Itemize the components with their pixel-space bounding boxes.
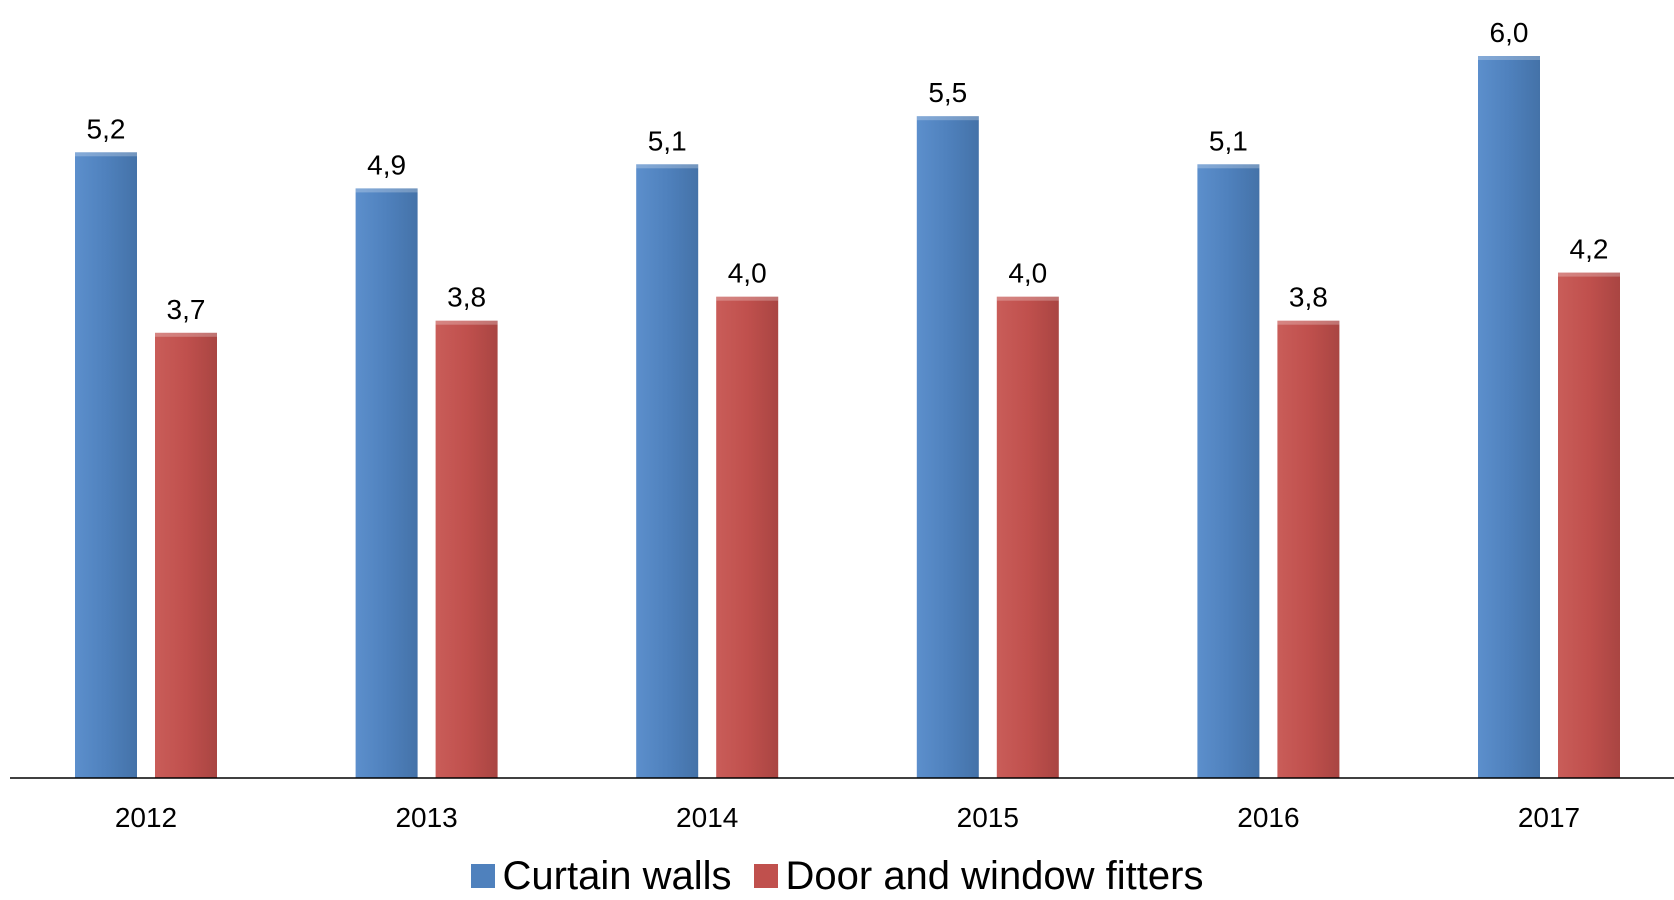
bar-bevel-door-and-window-fitters-2014 (716, 296, 779, 301)
bar-curtain-walls-2017 (1478, 56, 1540, 778)
bar-bevel-door-and-window-fitters-2015 (996, 296, 1059, 301)
x-tick-label-2013: 2013 (395, 802, 457, 833)
data-label-door-and-window-fitters-2015: 4,0 (1008, 258, 1047, 289)
x-tick-label-2014: 2014 (676, 802, 738, 833)
bar-curtain-walls-2013 (355, 188, 418, 778)
bar-curtain-walls-2016 (1197, 164, 1260, 779)
bar-bevel-door-and-window-fitters-2013 (435, 320, 498, 325)
bar-bevel-curtain-walls-2013 (355, 188, 418, 193)
data-label-curtain-walls-2012: 5,2 (87, 113, 126, 144)
bar-door-and-window-fitters-2014 (716, 296, 779, 778)
data-label-curtain-walls-2016: 5,1 (1209, 125, 1248, 156)
legend: Curtain walls Door and window fitters (0, 852, 1674, 900)
legend-item-curtain-walls: Curtain walls (470, 852, 732, 900)
data-label-door-and-window-fitters-2017: 4,2 (1570, 234, 1609, 265)
data-label-curtain-walls-2015: 5,5 (928, 77, 967, 108)
bars-group (75, 56, 1620, 779)
bar-door-and-window-fitters-2013 (435, 320, 498, 778)
data-label-curtain-walls-2013: 4,9 (367, 149, 406, 180)
bar-bevel-door-and-window-fitters-2012 (155, 332, 217, 337)
data-label-door-and-window-fitters-2013: 3,8 (447, 282, 486, 313)
legend-label-door-and-window-fitters: Door and window fitters (785, 854, 1204, 898)
x-tick-label-2015: 2015 (957, 802, 1019, 833)
bar-bevel-curtain-walls-2015 (916, 116, 979, 121)
bar-bevel-door-and-window-fitters-2016 (1277, 320, 1340, 325)
bar-door-and-window-fitters-2015 (996, 296, 1059, 778)
bar-door-and-window-fitters-2017 (1558, 272, 1620, 778)
x-tick-label-2016: 2016 (1237, 802, 1299, 833)
bar-bevel-curtain-walls-2014 (636, 164, 699, 169)
bar-bevel-door-and-window-fitters-2017 (1558, 272, 1620, 277)
legend-swatch-door-and-window-fitters (753, 864, 778, 888)
legend-swatch-curtain-walls (470, 864, 495, 888)
data-label-door-and-window-fitters-2016: 3,8 (1289, 282, 1328, 313)
bar-bevel-curtain-walls-2017 (1478, 56, 1540, 60)
data-labels-group: 5,2 3,7 4,9 3,8 5,1 4,0 5,5 4,0 5,1 3,8 6,0 4,2 (87, 17, 1609, 325)
legend-item-door-and-window-fitters: Door and window fitters (753, 852, 1204, 900)
bar-curtain-walls-2015 (916, 116, 979, 778)
bar-door-and-window-fitters-2016 (1277, 320, 1340, 778)
bar-door-and-window-fitters-2012 (155, 332, 217, 778)
data-label-door-and-window-fitters-2012: 3,7 (167, 294, 206, 325)
data-label-curtain-walls-2014: 5,1 (648, 125, 687, 156)
x-tick-label-2012: 2012 (115, 802, 177, 833)
bar-bevel-curtain-walls-2012 (75, 152, 137, 157)
data-label-door-and-window-fitters-2014: 4,0 (728, 258, 767, 289)
x-axis-tick-labels: 2012 2013 2014 2015 2016 2017 (115, 802, 1580, 833)
bar-curtain-walls-2014 (636, 164, 699, 779)
legend-label-curtain-walls: Curtain walls (502, 854, 732, 898)
bar-curtain-walls-2012 (75, 152, 137, 779)
bar-bevel-curtain-walls-2016 (1197, 164, 1260, 169)
x-tick-label-2017: 2017 (1518, 802, 1580, 833)
data-label-curtain-walls-2017: 6,0 (1490, 17, 1529, 48)
